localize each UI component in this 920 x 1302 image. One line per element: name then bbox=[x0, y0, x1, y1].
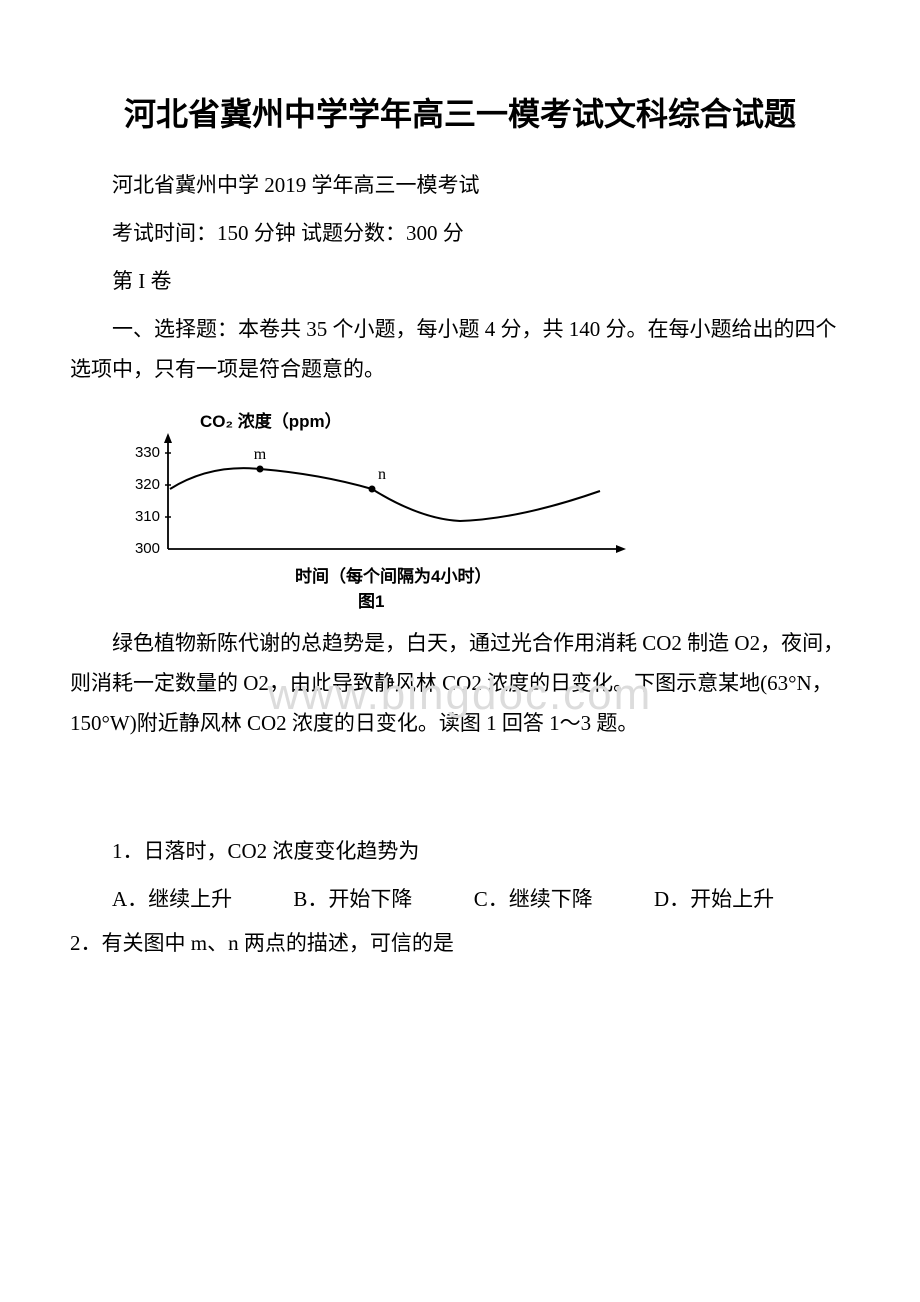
question-2: 2．有关图中 m、n 两点的描述，可信的是 bbox=[70, 924, 850, 964]
co2-chart: CO₂ 浓度（ppm） 330 320 310 300 m n 时间（每个间隔为… bbox=[120, 407, 640, 612]
passage: 绿色植物新陈代谢的总趋势是，白天，通过光合作用消耗 CO2 制造 O2，夜间，则… bbox=[70, 624, 850, 744]
chart-svg: 330 320 310 300 m n bbox=[120, 429, 640, 574]
chart-fig-label: 图1 bbox=[358, 587, 384, 612]
chart-xlabel: 时间（每个间隔为4小时） bbox=[295, 562, 491, 587]
marker-m-label: m bbox=[254, 446, 267, 463]
question-1-options: A．继续上升 B．开始下降 C．继续下降 D．开始上升 bbox=[70, 880, 850, 920]
exam-info: 考试时间：150 分钟 试题分数：300 分 bbox=[70, 214, 850, 254]
marker-n bbox=[369, 486, 376, 493]
section-label: 第 I 卷 bbox=[70, 262, 850, 302]
q1-opt-b: B．开始下降 bbox=[293, 887, 412, 911]
marker-m bbox=[257, 466, 264, 473]
page-title: 河北省冀州中学学年高三一模考试文科综合试题 bbox=[70, 90, 850, 138]
subtitle: 河北省冀州中学 2019 学年高三一模考试 bbox=[70, 166, 850, 206]
ytick-300: 300 bbox=[135, 540, 160, 557]
q1-opt-d: D．开始上升 bbox=[654, 887, 774, 911]
ytick-330: 330 bbox=[135, 444, 160, 461]
q1-opt-a: A．继续上升 bbox=[112, 887, 232, 911]
ytick-320: 320 bbox=[135, 476, 160, 493]
ytick-310: 310 bbox=[135, 508, 160, 525]
question-1: 1．日落时，CO2 浓度变化趋势为 bbox=[70, 832, 850, 872]
q1-opt-c: C．继续下降 bbox=[474, 887, 593, 911]
marker-n-label: n bbox=[378, 466, 386, 483]
instruction: 一、选择题：本卷共 35 个小题，每小题 4 分，共 140 分。在每小题给出的… bbox=[70, 310, 850, 390]
